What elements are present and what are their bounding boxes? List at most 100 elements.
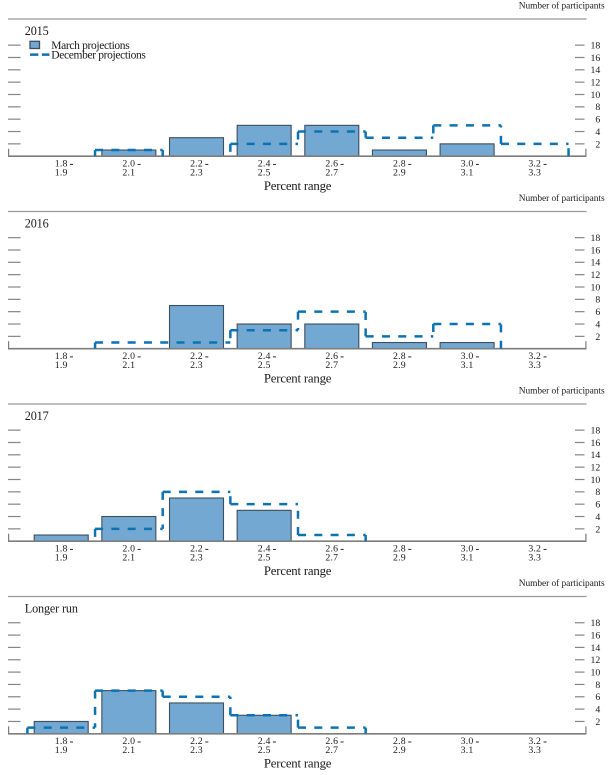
svg-text:2.5: 2.5: [258, 360, 271, 371]
svg-text:2.0: 2.0: [122, 159, 135, 170]
svg-text:Longer run: Longer run: [25, 601, 78, 615]
svg-text:2.3: 2.3: [190, 553, 203, 564]
svg-text:2.2: 2.2: [190, 159, 203, 170]
svg-text:3.1: 3.1: [461, 745, 474, 756]
svg-text:Percent range: Percent range: [264, 564, 332, 578]
svg-text:3.1: 3.1: [461, 168, 474, 179]
svg-text:2015: 2015: [25, 24, 49, 38]
svg-text:2: 2: [595, 139, 600, 150]
svg-text:3.3: 3.3: [528, 553, 541, 564]
svg-text:2.5: 2.5: [258, 168, 271, 179]
svg-text:2.8: 2.8: [393, 736, 406, 747]
svg-text:2.9: 2.9: [393, 745, 406, 756]
svg-text:2.0: 2.0: [122, 544, 135, 555]
svg-text:March projections: March projections: [51, 40, 130, 52]
svg-text:2.6: 2.6: [325, 351, 338, 362]
svg-text:18: 18: [591, 618, 601, 629]
svg-text:16: 16: [591, 630, 601, 641]
svg-text:6: 6: [595, 115, 600, 126]
svg-text:3.2: 3.2: [528, 159, 541, 170]
svg-text:1.8: 1.8: [55, 544, 68, 555]
svg-text:2.3: 2.3: [190, 745, 203, 756]
svg-text:Percent range: Percent range: [264, 179, 332, 193]
svg-text:10: 10: [591, 475, 601, 486]
svg-text:3.0: 3.0: [461, 351, 474, 362]
svg-text:2.7: 2.7: [325, 553, 338, 564]
svg-text:2.8: 2.8: [393, 159, 406, 170]
svg-text:2.7: 2.7: [325, 745, 338, 756]
svg-text:2.1: 2.1: [122, 553, 135, 564]
svg-text:2.8: 2.8: [393, 351, 406, 362]
svg-text:3.0: 3.0: [461, 736, 474, 747]
svg-text:Percent range: Percent range: [264, 371, 332, 385]
svg-text:10: 10: [591, 282, 601, 293]
svg-text:2.4: 2.4: [258, 351, 271, 362]
svg-text:8: 8: [595, 295, 600, 306]
svg-text:2.8: 2.8: [393, 544, 406, 555]
svg-text:2: 2: [595, 332, 600, 343]
svg-text:14: 14: [591, 450, 601, 461]
svg-text:3.2: 3.2: [528, 544, 541, 555]
svg-text:2.5: 2.5: [258, 745, 271, 756]
svg-text:18: 18: [591, 426, 601, 437]
svg-text:2.7: 2.7: [325, 360, 338, 371]
svg-text:2016: 2016: [25, 216, 49, 230]
svg-text:8: 8: [595, 680, 600, 691]
svg-text:3.0: 3.0: [461, 544, 474, 555]
svg-text:10: 10: [591, 668, 601, 679]
svg-text:4: 4: [595, 127, 600, 138]
svg-text:2.2: 2.2: [190, 351, 203, 362]
svg-text:14: 14: [591, 65, 601, 76]
svg-text:4: 4: [595, 512, 600, 523]
svg-text:2.6: 2.6: [325, 544, 338, 555]
svg-text:Number of participants: Number of participants: [519, 578, 605, 589]
svg-text:16: 16: [591, 245, 601, 256]
svg-text:2.4: 2.4: [258, 544, 271, 555]
svg-text:2.5: 2.5: [258, 553, 271, 564]
svg-text:2.0: 2.0: [122, 736, 135, 747]
svg-text:1.8: 1.8: [55, 351, 68, 362]
svg-text:16: 16: [591, 53, 601, 64]
svg-text:6: 6: [595, 500, 600, 511]
svg-text:2.4: 2.4: [258, 159, 271, 170]
svg-text:2: 2: [595, 717, 600, 728]
svg-text:2.9: 2.9: [393, 553, 406, 564]
svg-text:3.2: 3.2: [528, 351, 541, 362]
svg-text:2: 2: [595, 524, 600, 535]
svg-text:12: 12: [591, 270, 601, 281]
svg-text:2.6: 2.6: [325, 159, 338, 170]
svg-text:2.2: 2.2: [190, 736, 203, 747]
svg-text:1.9: 1.9: [55, 745, 68, 756]
svg-text:2.3: 2.3: [190, 168, 203, 179]
svg-text:18: 18: [591, 233, 601, 244]
svg-text:1.9: 1.9: [55, 553, 68, 564]
svg-text:Number of participants: Number of participants: [519, 193, 605, 204]
svg-text:8: 8: [595, 102, 600, 113]
svg-text:2.3: 2.3: [190, 360, 203, 371]
svg-text:8: 8: [595, 487, 600, 498]
svg-text:18: 18: [591, 41, 601, 52]
svg-text:2.0: 2.0: [122, 351, 135, 362]
svg-text:1.8: 1.8: [55, 736, 68, 747]
svg-text:2.1: 2.1: [122, 360, 135, 371]
svg-text:2.2: 2.2: [190, 544, 203, 555]
svg-text:Percent range: Percent range: [264, 756, 332, 770]
svg-text:December projections: December projections: [51, 50, 146, 62]
svg-text:3.3: 3.3: [528, 168, 541, 179]
svg-text:14: 14: [591, 258, 601, 269]
svg-text:1.8: 1.8: [55, 159, 68, 170]
svg-text:2.4: 2.4: [258, 736, 271, 747]
svg-text:12: 12: [591, 655, 601, 666]
svg-text:6: 6: [595, 692, 600, 703]
svg-text:10: 10: [591, 90, 601, 101]
svg-text:Number of participants: Number of participants: [519, 0, 605, 11]
svg-text:14: 14: [591, 643, 601, 654]
svg-text:3.2: 3.2: [528, 736, 541, 747]
svg-text:1.9: 1.9: [55, 360, 68, 371]
svg-text:1.9: 1.9: [55, 168, 68, 179]
svg-text:4: 4: [595, 319, 600, 330]
svg-text:2.9: 2.9: [393, 168, 406, 179]
svg-text:2.1: 2.1: [122, 745, 135, 756]
svg-text:12: 12: [591, 78, 601, 89]
svg-text:3.1: 3.1: [461, 553, 474, 564]
